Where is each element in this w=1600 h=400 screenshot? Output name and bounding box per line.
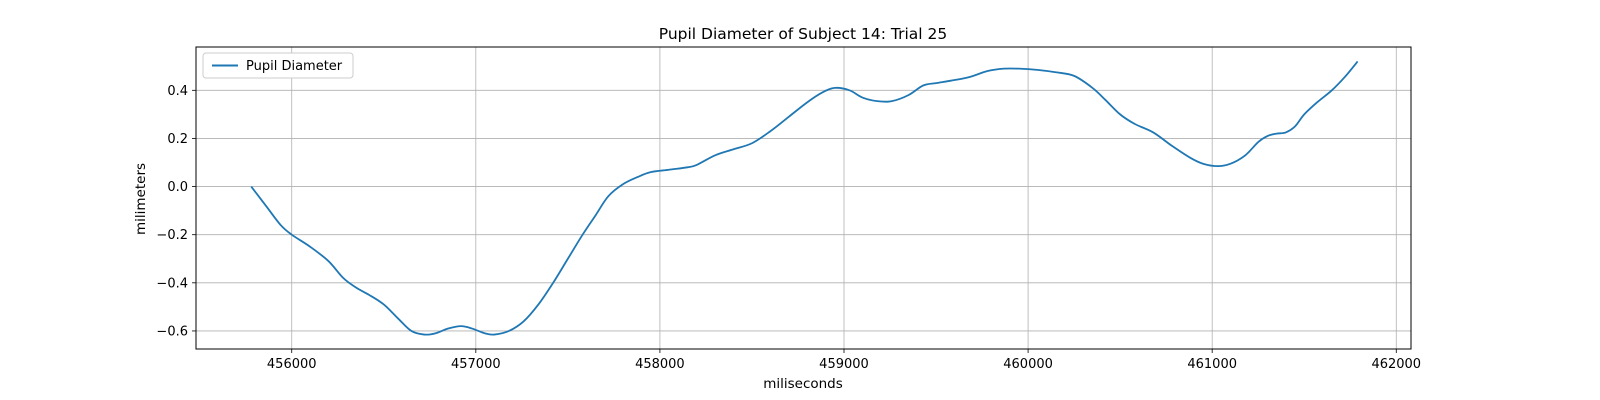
x-tick-label: 460000 [1003, 357, 1053, 372]
y-tick-label: 0.2 [167, 132, 188, 147]
legend-label: Pupil Diameter [246, 59, 343, 74]
y-tick-label: 0.0 [167, 180, 188, 195]
x-tick-label: 462000 [1371, 357, 1421, 372]
grid [196, 47, 1411, 349]
legend: Pupil Diameter [202, 52, 354, 79]
series-line-pupil-diameter [250, 60, 1359, 336]
y-axis-label: milimeters [133, 163, 149, 235]
series-lines [250, 60, 1359, 336]
x-tick-label: 456000 [267, 357, 317, 372]
x-axis-ticks: 456000 457000 458000 459000 460000 461000 4620… [267, 349, 1421, 372]
y-tick-label: −0.4 [156, 276, 188, 291]
plot-frame [195, 46, 1412, 350]
legend-box [202, 52, 354, 79]
chart-title: Pupil Diameter of Subject 14: Trial 25 [659, 25, 948, 43]
y-tick-label: −0.6 [156, 324, 188, 339]
y-tick-label: −0.2 [156, 228, 188, 243]
x-axis-label: miliseconds [763, 376, 843, 392]
x-tick-label: 458000 [635, 357, 685, 372]
x-tick-label: 459000 [819, 357, 869, 372]
x-tick-label: 461000 [1187, 357, 1237, 372]
y-axis-ticks: −0.6 −0.4 −0.2 0.0 0.2 0.4 [156, 84, 196, 339]
y-tick-label: 0.4 [167, 84, 188, 99]
x-tick-label: 457000 [451, 357, 501, 372]
